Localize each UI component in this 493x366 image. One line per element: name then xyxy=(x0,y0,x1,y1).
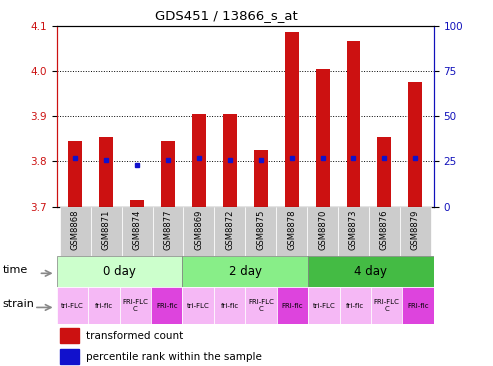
Text: GSM8877: GSM8877 xyxy=(164,209,173,250)
Bar xyxy=(245,287,277,324)
Text: percentile rank within the sample: percentile rank within the sample xyxy=(86,352,262,362)
Text: GSM8869: GSM8869 xyxy=(194,209,204,250)
Bar xyxy=(308,287,340,324)
Text: fri-flc: fri-flc xyxy=(220,303,239,309)
Bar xyxy=(192,114,206,207)
Bar xyxy=(402,287,434,324)
Bar xyxy=(119,287,151,324)
Text: FRI-FLC
C: FRI-FLC C xyxy=(248,299,274,312)
Bar xyxy=(245,207,276,256)
Bar xyxy=(378,137,391,207)
Bar xyxy=(161,141,175,207)
Text: GSM8870: GSM8870 xyxy=(318,209,327,250)
Bar xyxy=(254,150,268,207)
Text: transformed count: transformed count xyxy=(86,331,183,341)
Text: GSM8874: GSM8874 xyxy=(133,209,141,250)
Text: FRI-FLC
C: FRI-FLC C xyxy=(374,299,400,312)
Bar xyxy=(214,287,245,324)
Text: GDS451 / 13866_s_at: GDS451 / 13866_s_at xyxy=(155,9,298,22)
Text: 0 day: 0 day xyxy=(103,265,136,278)
Text: GSM8871: GSM8871 xyxy=(102,209,110,250)
Text: time: time xyxy=(3,265,28,275)
Bar xyxy=(182,256,308,287)
Bar xyxy=(308,256,434,287)
Bar xyxy=(307,207,338,256)
Bar xyxy=(130,200,144,207)
Text: 2 day: 2 day xyxy=(229,265,262,278)
Text: FRI-FLC
C: FRI-FLC C xyxy=(122,299,148,312)
Bar xyxy=(88,287,119,324)
Bar xyxy=(60,328,79,343)
Bar xyxy=(284,33,299,207)
Bar xyxy=(369,207,400,256)
Bar xyxy=(60,207,91,256)
Bar xyxy=(340,287,371,324)
Text: FRI-flc: FRI-flc xyxy=(407,303,429,309)
Bar xyxy=(57,287,88,324)
Text: 4 day: 4 day xyxy=(354,265,387,278)
Bar xyxy=(347,41,360,207)
Text: GSM8876: GSM8876 xyxy=(380,209,389,250)
Text: GSM8879: GSM8879 xyxy=(411,209,420,250)
Text: GSM8875: GSM8875 xyxy=(256,209,265,250)
Text: GSM8868: GSM8868 xyxy=(70,209,80,250)
Bar xyxy=(276,207,307,256)
Text: fri-flc: fri-flc xyxy=(95,303,113,309)
Bar xyxy=(182,287,214,324)
Bar xyxy=(223,114,237,207)
Bar xyxy=(69,141,82,207)
Text: strain: strain xyxy=(3,299,35,309)
Bar xyxy=(183,207,214,256)
Bar xyxy=(152,207,183,256)
Text: GSM8873: GSM8873 xyxy=(349,209,358,250)
Bar xyxy=(60,349,79,364)
Bar xyxy=(57,256,182,287)
Text: GSM8878: GSM8878 xyxy=(287,209,296,250)
Bar xyxy=(91,207,122,256)
Bar xyxy=(408,82,422,207)
Text: tri-FLC: tri-FLC xyxy=(61,303,84,309)
Bar xyxy=(316,69,329,207)
Text: FRI-flc: FRI-flc xyxy=(282,303,303,309)
Bar xyxy=(277,287,308,324)
Bar xyxy=(99,137,113,207)
Bar xyxy=(122,207,152,256)
Bar xyxy=(400,207,431,256)
Bar xyxy=(371,287,402,324)
Text: GSM8872: GSM8872 xyxy=(225,209,234,250)
Text: fri-flc: fri-flc xyxy=(346,303,364,309)
Text: tri-FLC: tri-FLC xyxy=(187,303,210,309)
Bar xyxy=(338,207,369,256)
Bar xyxy=(214,207,245,256)
Text: FRI-flc: FRI-flc xyxy=(156,303,177,309)
Bar xyxy=(151,287,182,324)
Text: tri-FLC: tri-FLC xyxy=(313,303,335,309)
